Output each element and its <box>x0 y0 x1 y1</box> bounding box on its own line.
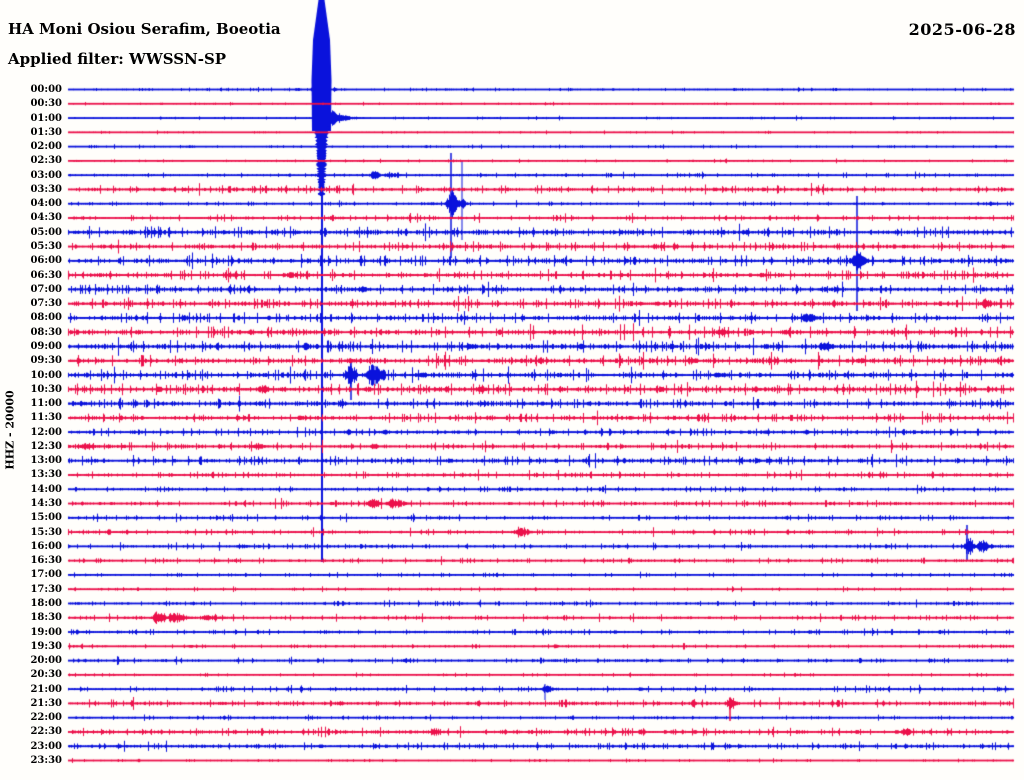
time-label-17:00: 17:00 <box>30 569 62 581</box>
time-label-16:30: 16:30 <box>30 555 62 567</box>
time-label-01:30: 01:30 <box>30 126 62 138</box>
time-label-15:00: 15:00 <box>30 512 62 524</box>
time-label-07:30: 07:30 <box>30 298 62 310</box>
time-label-02:30: 02:30 <box>30 155 62 167</box>
time-label-15:30: 15:30 <box>30 526 62 538</box>
time-label-08:30: 08:30 <box>30 326 62 338</box>
time-label-21:30: 21:30 <box>30 697 62 709</box>
time-label-10:30: 10:30 <box>30 383 62 395</box>
time-label-00:00: 00:00 <box>30 84 62 95</box>
time-label-02:00: 02:00 <box>30 141 62 153</box>
time-label-11:30: 11:30 <box>30 412 62 424</box>
time-label-08:00: 08:00 <box>30 312 62 324</box>
time-label-20:30: 20:30 <box>30 669 62 681</box>
time-label-06:00: 06:00 <box>30 255 62 267</box>
time-label-01:00: 01:00 <box>30 112 62 124</box>
time-label-09:30: 09:30 <box>30 355 62 367</box>
time-label-20:00: 20:00 <box>30 655 62 667</box>
time-label-13:00: 13:00 <box>30 455 62 467</box>
time-label-14:30: 14:30 <box>30 498 62 510</box>
time-label-23:30: 23:30 <box>30 755 62 767</box>
time-label-19:00: 19:00 <box>30 626 62 638</box>
applied-filter-label: Applied filter: WWSSN-SP <box>8 50 227 68</box>
time-label-03:00: 03:00 <box>30 169 62 181</box>
time-label-00:30: 00:30 <box>30 98 62 110</box>
time-label-12:30: 12:30 <box>30 440 62 452</box>
time-label-05:00: 05:00 <box>30 226 62 238</box>
time-label-19:30: 19:30 <box>30 640 62 652</box>
station-title: HA Moni Osiou Serafim, Boeotia <box>8 20 281 38</box>
time-label-03:30: 03:30 <box>30 183 62 195</box>
time-label-04:30: 04:30 <box>30 212 62 224</box>
time-label-17:30: 17:30 <box>30 583 62 595</box>
time-label-22:30: 22:30 <box>30 726 62 738</box>
time-label-04:00: 04:00 <box>30 198 62 210</box>
time-label-11:00: 11:00 <box>30 398 62 410</box>
time-label-22:00: 22:00 <box>30 712 62 724</box>
time-label-12:00: 12:00 <box>30 426 62 438</box>
time-label-18:00: 18:00 <box>30 597 62 609</box>
time-label-13:30: 13:30 <box>30 469 62 481</box>
time-label-16:00: 16:00 <box>30 540 62 552</box>
time-label-18:30: 18:30 <box>30 612 62 624</box>
time-label-07:00: 07:00 <box>30 283 62 295</box>
time-label-23:00: 23:00 <box>30 740 62 752</box>
time-label-09:00: 09:00 <box>30 340 62 352</box>
date-label: 2025-06-28 <box>908 20 1016 39</box>
time-label-14:00: 14:00 <box>30 483 62 495</box>
time-label-05:30: 05:30 <box>30 241 62 253</box>
time-label-10:00: 10:00 <box>30 369 62 381</box>
time-label-21:00: 21:00 <box>30 683 62 695</box>
time-label-06:30: 06:30 <box>30 269 62 281</box>
